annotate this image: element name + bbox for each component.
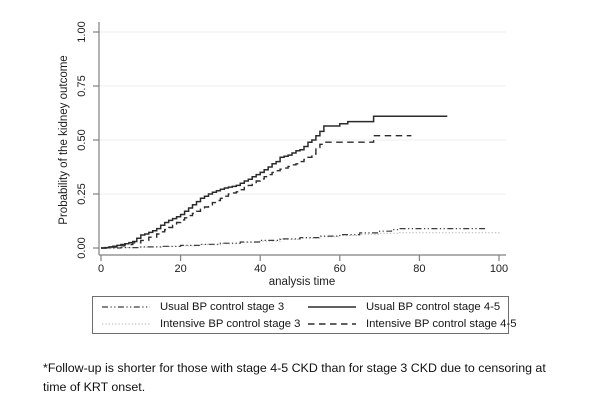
svg-text:40: 40 xyxy=(254,263,266,275)
svg-text:0.25: 0.25 xyxy=(76,183,88,204)
legend-label-intensive-stage45: Intensive BP control stage 4-5 xyxy=(366,317,517,330)
legend-item-intensive-stage45: Intensive BP control stage 4-5 xyxy=(307,316,517,332)
legend-label-intensive-stage3: Intensive BP control stage 3 xyxy=(160,317,301,330)
footnote: *Follow-up is shorter for those with sta… xyxy=(43,361,546,394)
svg-text:20: 20 xyxy=(174,263,186,275)
x-axis-title: analysis time xyxy=(268,276,336,288)
dash-dot-line-swatch xyxy=(102,305,150,308)
svg-text:100: 100 xyxy=(490,263,508,275)
y-axis-title: Probability of the kidney outcome xyxy=(58,55,70,225)
curve-usual-bp-control-stage-4-5 xyxy=(101,115,448,249)
legend-item-usual-stage45: Usual BP control stage 4-5 xyxy=(307,299,517,315)
svg-text:0.75: 0.75 xyxy=(76,75,88,96)
legend-label-usual-stage3: Usual BP control stage 3 xyxy=(160,300,285,313)
legend-label-usual-stage45: Usual BP control stage 4-5 xyxy=(366,300,501,313)
legend-item-intensive-stage3: Intensive BP control stage 3 xyxy=(101,316,307,332)
svg-text:80: 80 xyxy=(413,263,425,275)
plot-area: 0.00 0.25 0.50 0.75 1.00 0 20 40 60 80 100 xyxy=(76,21,508,275)
curve-intensive-bp-control-stage-3 xyxy=(101,232,500,249)
svg-text:1.00: 1.00 xyxy=(76,21,88,42)
legend-item-usual-stage3: Usual BP control stage 3 xyxy=(101,299,307,315)
gray-dotted-line-swatch xyxy=(102,323,150,324)
svg-text:0.00: 0.00 xyxy=(76,237,88,258)
solid-line-swatch xyxy=(308,305,356,308)
svg-text:60: 60 xyxy=(334,263,346,275)
curve-usual-bp-control-stage-3 xyxy=(101,228,488,249)
legend: Usual BP control stage 3 Usual BP contro… xyxy=(92,296,517,334)
svg-text:0: 0 xyxy=(98,263,104,275)
dashed-line-swatch xyxy=(308,322,356,325)
curve-intensive-bp-control-stage-4-5 xyxy=(101,135,412,249)
svg-text:0.50: 0.50 xyxy=(76,129,88,150)
